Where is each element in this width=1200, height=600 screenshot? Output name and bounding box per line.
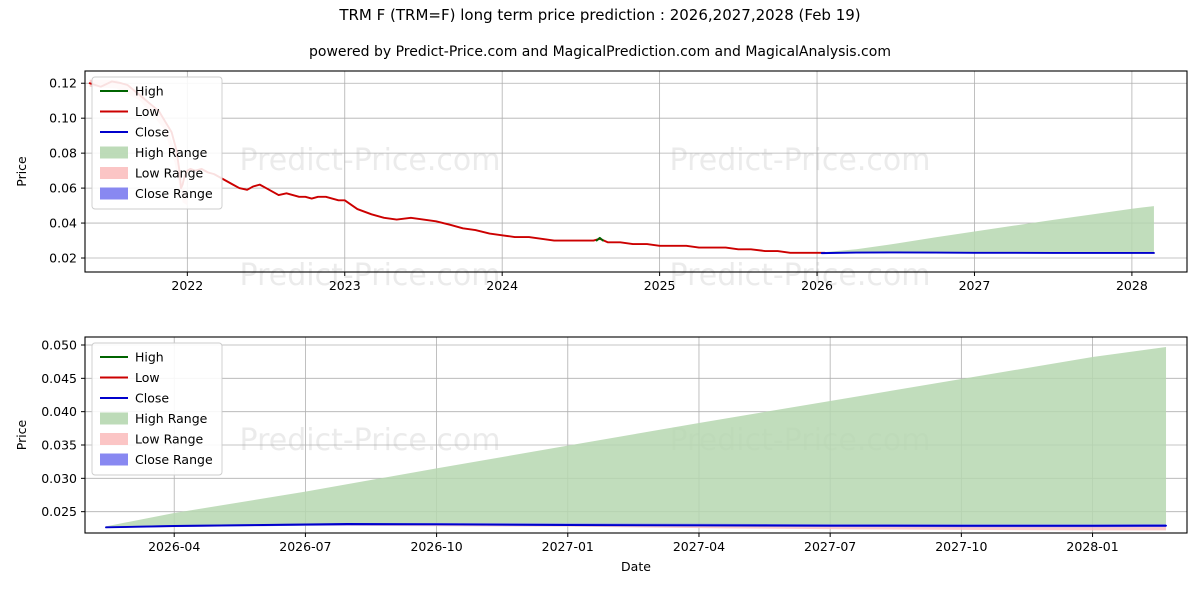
x-tick-label: 2026-10 [410,539,462,554]
x-tick-label: 2027-10 [935,539,987,554]
legend-label: Low [135,370,160,385]
legend-label: Close Range [135,186,213,201]
x-tick-label: 2027-07 [804,539,856,554]
legend-label: High Range [135,411,208,426]
band-high-range [821,206,1154,254]
x-tick-label: 2027 [959,278,991,293]
y-tick-label: 0.040 [41,404,77,419]
legend-label: High [135,84,164,99]
legend-swatch-patch [100,187,128,200]
legend-swatch-patch [100,453,128,466]
series-line-close [820,251,1155,255]
watermark-text: Predict-Price.com [240,143,501,178]
x-tick-label: 2026-04 [148,539,200,554]
y-tick-label: 0.06 [49,181,77,196]
legend-label: Low [135,104,160,119]
y-tick-label: 0.050 [41,338,77,353]
y-tick-label: 0.035 [41,438,77,453]
y-tick-label: 0.02 [49,251,77,266]
forecast-detail-chart-panel: Predict-Price.comPredict-Price.com0.0250… [14,336,1188,574]
legend-label: Close [135,391,169,406]
legend-label: Low Range [135,432,204,447]
y-tick-label: 0.045 [41,371,77,386]
series-line-high [595,236,604,242]
watermark-text: Predict-Price.com [240,258,501,293]
legend-label: Low Range [135,166,204,181]
legend-swatch-patch [100,433,128,445]
x-tick-label: 2027-04 [673,539,725,554]
x-tick-label: 2026 [801,278,833,293]
y-tick-label: 0.12 [49,76,77,91]
legend-swatch-patch [100,167,128,179]
y-tick-label: 0.030 [41,471,77,486]
plot-frame [84,70,1188,273]
y-tick-label: 0.08 [49,146,77,161]
x-axis-label: Date [621,559,651,574]
band-high-range [105,347,1167,528]
x-tick-label: 2026-07 [279,539,331,554]
legend-swatch-patch [100,412,128,425]
x-tick-label: 2028 [1116,278,1148,293]
legend-label: High [135,350,164,365]
x-tick-label: 2023 [329,278,361,293]
x-tick-label: 2022 [171,278,203,293]
legend-label: Close [135,125,169,140]
x-tick-label: 2025 [644,278,676,293]
watermark-text: Predict-Price.com [670,258,931,293]
legend-label: High Range [135,145,208,160]
x-tick-label: 2027-01 [542,539,594,554]
y-tick-label: 0.10 [49,111,77,126]
x-axis-label: Date [621,298,651,300]
y-axis-label: Price [14,156,29,187]
chart-subtitle: powered by Predict-Price.com and Magical… [309,44,891,60]
watermark-text: Predict-Price.com [240,423,501,458]
watermark-text: Predict-Price.com [670,143,931,178]
plot-frame [84,336,1188,534]
legend-label: Close Range [135,452,213,467]
y-tick-label: 0.025 [41,504,77,519]
legend-swatch-patch [100,146,128,159]
x-tick-label: 2028-01 [1066,539,1118,554]
y-tick-label: 0.04 [49,216,77,231]
chart-title: TRM F (TRM=F) long term price prediction… [339,6,861,24]
overview-chart-panel: Predict-Price.com Predict-Price.com Predic… [14,70,1188,300]
y-axis-label: Price [14,419,29,450]
series-line-close [105,523,1167,529]
x-tick-label: 2024 [486,278,518,293]
